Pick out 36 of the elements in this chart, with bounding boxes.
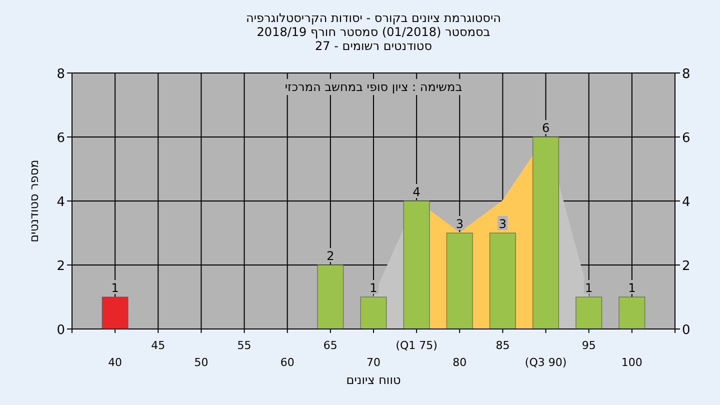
data-label: 3 [498,217,507,231]
y-tick-label: 4 [56,195,65,210]
y-tick-label: 2 [56,259,65,274]
x-tick-label: 85 [496,339,510,352]
y-tick-label: 6 [56,131,65,146]
y2-tick-label: 8 [682,67,690,82]
data-label: 6 [542,121,550,135]
x-tick-label: 70 [366,356,380,369]
data-label: 4 [412,185,420,199]
data-label: 1 [585,281,593,295]
data-label: 3 [456,217,464,231]
x-tick-label: (Q1 75) [396,339,438,352]
x-tick-label: 45 [151,339,166,352]
y-tick-label: 8 [56,67,65,82]
x-tick-label: 80 [452,356,467,369]
x-tick-label: 50 [194,356,208,369]
x-tick-label: 100 [621,356,642,369]
x-tick-label: 55 [237,339,252,352]
y2-tick-label: 2 [682,259,690,274]
data-label: 2 [326,249,334,263]
data-label: 1 [111,281,119,295]
data-label: 1 [628,281,636,295]
y2-tick-label: 6 [682,131,690,146]
x-tick-label: 60 [280,356,294,369]
x-tick-label: 95 [582,339,596,352]
y-axis-title: מספר סטודנטים [27,160,41,242]
y2-tick-label: 4 [682,195,690,210]
x-tick-label: (Q3 90) [524,356,567,369]
chart-title: היסטוגרמת ציונים בקורס - יסודות הקריסטלוגרפיה בסמסטר (01/2018) סמסטר חורף 2018/19 סטודנטים רשומים - 27 [246,11,501,53]
x-axis-title: טווח ציונים [346,373,401,387]
y-tick-label: 0 [56,323,65,338]
annotation: במשימה : ציון סופי במחשב המרכזי [284,80,462,94]
data-label: 1 [370,281,378,295]
y2-tick-label: 0 [682,323,690,338]
x-tick-label: 40 [108,356,122,369]
x-tick-label: 65 [323,339,338,352]
